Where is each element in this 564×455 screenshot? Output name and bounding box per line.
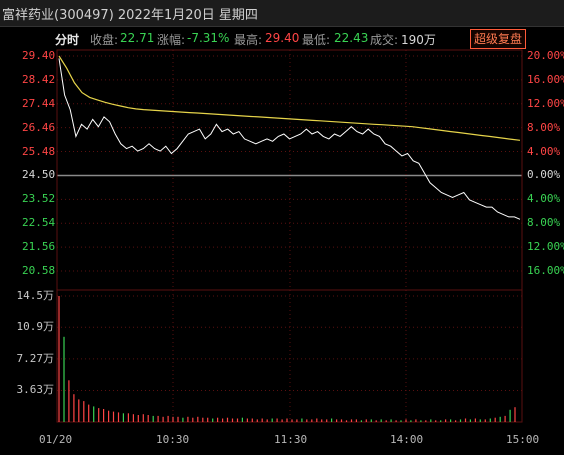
volume-value: 190万 (401, 33, 436, 47)
pct-tick-label: 12.00% (527, 240, 564, 254)
high-value: 29.40 (265, 31, 300, 45)
price-tick-label: 21.56 (22, 240, 56, 254)
time-tick-label: 11:30 (274, 433, 308, 446)
pct-tick-label: 4.00% (527, 192, 561, 206)
low-value: 22.43 (334, 31, 369, 45)
change-label: 涨幅: (157, 33, 186, 47)
time-tick-label: 01/20 (39, 433, 73, 446)
price-tick-label: 23.52 (22, 192, 56, 206)
tab-fenshi[interactable]: 分时 (55, 33, 80, 47)
price-tick-label: 26.46 (22, 120, 56, 134)
stock-title: 富祥药业(300497) 2022年1月20日 星期四 (2, 8, 258, 23)
time-tick-label: 14:00 (390, 433, 424, 446)
pct-tick-label: 8.00% (527, 120, 561, 134)
pct-tick-label: 16.00% (527, 72, 564, 86)
pct-tick-label: 12.00% (527, 96, 564, 110)
volume-tick-label: 7.27万 (16, 351, 55, 365)
volume-tick-label: 10.9万 (16, 320, 55, 334)
price-tick-label: 22.54 (22, 216, 56, 230)
high-label: 最高: (234, 33, 263, 47)
quote-bar: 分时 收盘: 22.71 涨幅: -7.31% 最高: 29.40 最低: 22… (0, 27, 564, 49)
average-price-line (58, 55, 521, 141)
price-tick-label: 20.58 (22, 264, 56, 277)
volume-tick-label: 14.5万 (16, 289, 55, 302)
pct-tick-label: 4.00% (527, 144, 561, 158)
price-tick-label: 29.40 (22, 49, 56, 62)
volume-tick-label: 3.63万 (16, 383, 55, 397)
price-line (58, 58, 521, 220)
price-tick-label: 25.48 (22, 144, 56, 158)
title-bar: 富祥药业(300497) 2022年1月20日 星期四 (0, 0, 564, 27)
pct-tick-label: 16.00% (527, 264, 564, 277)
change-value: -7.31% (187, 31, 230, 45)
low-label: 最低: (302, 33, 331, 47)
pct-tick-label: 20.00% (527, 49, 564, 62)
time-tick-label: 10:30 (156, 433, 190, 446)
close-label: 收盘: (90, 33, 119, 47)
super-review-button[interactable]: 超级复盘 (470, 29, 526, 49)
pct-tick-label: 0.00% (527, 168, 561, 182)
time-tick-label: 15:00 (506, 433, 540, 446)
price-tick-label: 28.42 (22, 72, 56, 86)
price-tick-label: 27.44 (22, 96, 56, 110)
pct-tick-label: 8.00% (527, 216, 561, 230)
volume-label: 成交: (370, 33, 399, 47)
close-value: 22.71 (120, 31, 155, 45)
price-tick-label: 24.50 (22, 168, 56, 182)
